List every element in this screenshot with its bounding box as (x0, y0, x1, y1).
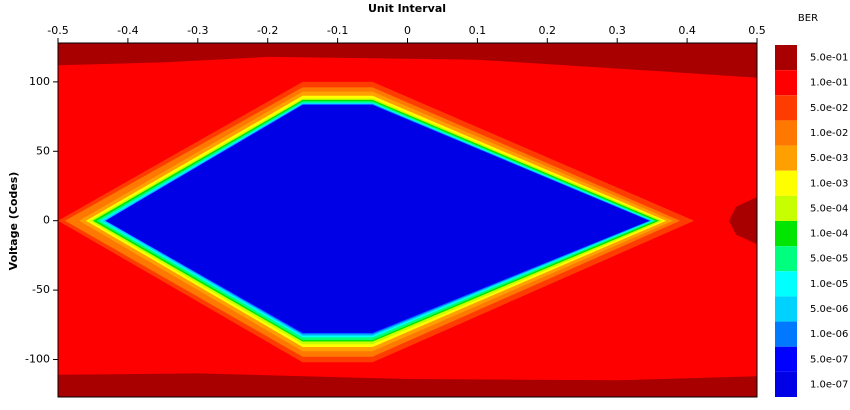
legend-swatch (775, 371, 797, 397)
legend-swatch (775, 321, 797, 347)
legend-swatch (775, 145, 797, 171)
legend-label: 5.0e-01 (810, 53, 848, 64)
x-tick-label: -0.4 (117, 24, 138, 37)
x-tick-label: -0.1 (327, 24, 348, 37)
legend-label: 5.0e-05 (810, 254, 848, 265)
y-tick-label: 100 (29, 75, 50, 88)
legend-label: 5.0e-04 (810, 203, 848, 214)
legend-swatch (775, 296, 797, 322)
legend-label: 5.0e-06 (810, 304, 848, 315)
legend-swatch (775, 70, 797, 96)
x-tick-label: 0.3 (608, 24, 626, 37)
legend-label: 1.0e-01 (810, 78, 848, 89)
legend-label: 5.0e-07 (810, 354, 848, 365)
legend-swatch (775, 95, 797, 121)
x-axis-title: Unit Interval (368, 2, 446, 15)
legend-swatch (775, 246, 797, 272)
legend-swatch (775, 346, 797, 372)
x-tick-label: 0.4 (678, 24, 696, 37)
legend-label: 5.0e-02 (810, 103, 848, 114)
x-tick-label: 0.1 (469, 24, 487, 37)
legend-swatch (775, 221, 797, 247)
x-tick-label: 0.5 (748, 24, 766, 37)
x-tick-label: 0 (404, 24, 411, 37)
legend-title: BER (798, 13, 818, 24)
legend-label: 1.0e-07 (810, 379, 848, 390)
legend-label: 1.0e-05 (810, 279, 848, 290)
legend-swatch (775, 45, 797, 71)
legend-label: 1.0e-03 (810, 178, 848, 189)
y-tick-label: -100 (25, 353, 50, 366)
legend-swatch (775, 271, 797, 297)
y-tick-label: 0 (43, 214, 50, 227)
x-tick-label: 0.2 (539, 24, 557, 37)
legend-swatch (775, 195, 797, 221)
y-tick-label: -50 (32, 283, 50, 296)
x-tick-label: -0.5 (47, 24, 68, 37)
legend-swatch (775, 120, 797, 146)
legend-label: 1.0e-02 (810, 128, 848, 139)
legend-swatch (775, 170, 797, 196)
legend-label: 1.0e-06 (810, 329, 848, 340)
legend-label: 1.0e-04 (810, 229, 848, 240)
x-tick-label: -0.2 (257, 24, 278, 37)
contour-region (106, 105, 649, 332)
x-tick-label: -0.3 (187, 24, 208, 37)
y-axis-title: Voltage (Codes) (7, 172, 20, 271)
legend-label: 5.0e-03 (810, 153, 848, 164)
y-tick-label: 50 (36, 144, 50, 157)
